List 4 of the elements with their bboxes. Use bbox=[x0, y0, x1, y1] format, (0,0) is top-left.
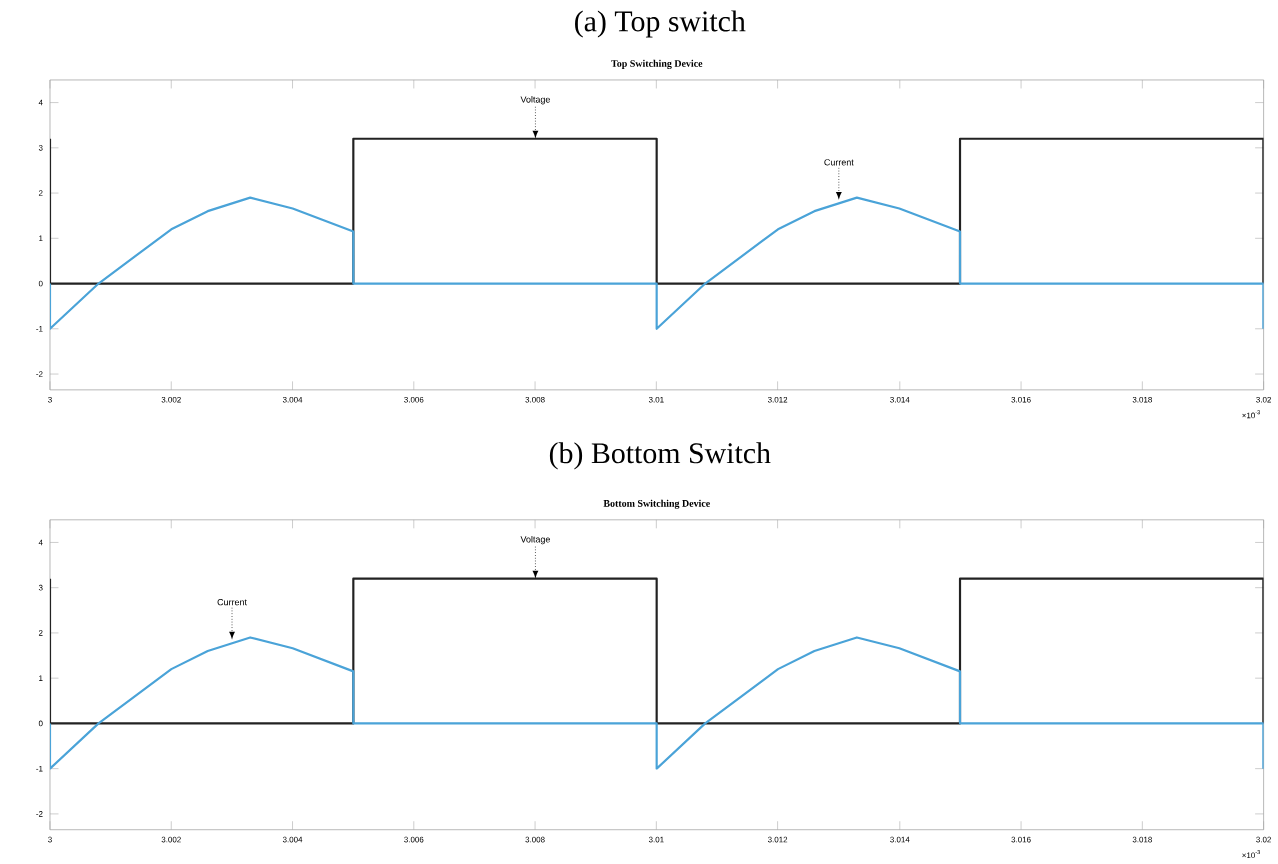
line-series bbox=[49, 196, 1264, 331]
chart-subtitle: (a) Top switch bbox=[575, 10, 746, 38]
line-series bbox=[49, 636, 1264, 770]
chart-subtitle: (b) Bottom Switch bbox=[549, 442, 771, 470]
